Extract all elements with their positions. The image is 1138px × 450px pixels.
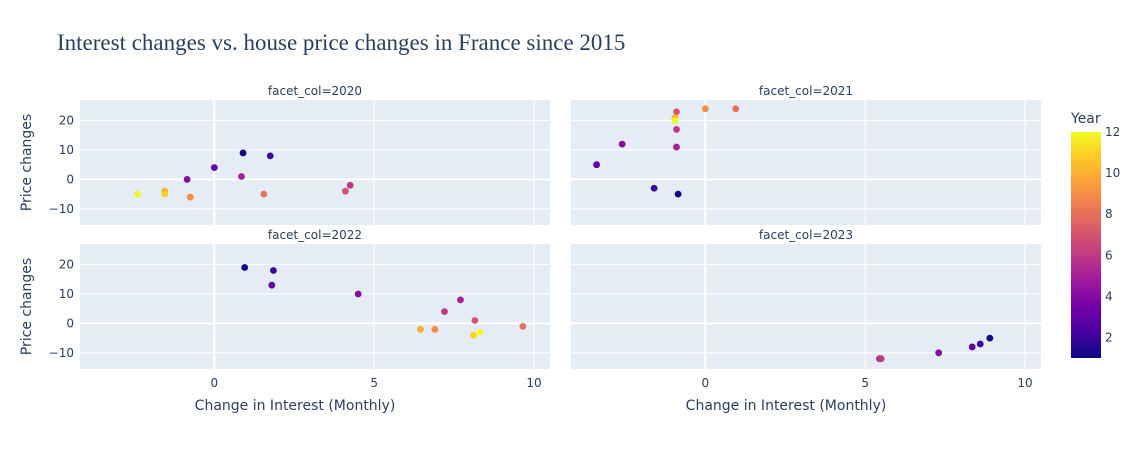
data-point[interactable] bbox=[270, 267, 277, 274]
y-tick-label: 10 bbox=[59, 143, 74, 157]
plot-background bbox=[571, 100, 1041, 225]
x-tick-label: 0 bbox=[210, 376, 218, 390]
facet-label: facet_col=2020 bbox=[268, 84, 362, 98]
data-point[interactable] bbox=[471, 317, 479, 324]
data-point[interactable] bbox=[417, 325, 424, 333]
y-axis-label: Price changes bbox=[19, 114, 35, 211]
data-point[interactable] bbox=[671, 117, 679, 124]
data-point[interactable] bbox=[134, 190, 141, 198]
data-point[interactable] bbox=[431, 325, 439, 333]
data-point[interactable] bbox=[441, 308, 448, 316]
plot-background bbox=[80, 100, 550, 225]
x-tick-label: 10 bbox=[1017, 376, 1032, 390]
colorbar-tick-label: 8 bbox=[1105, 207, 1113, 221]
x-tick-label: 5 bbox=[370, 376, 378, 390]
facet-panel-1: −10 0 10 20 facet_col=2020 Price changes bbox=[19, 84, 550, 225]
data-point[interactable] bbox=[268, 281, 276, 289]
colorbar: Year 2 4 6 8 10 12 bbox=[1070, 111, 1120, 358]
data-point[interactable] bbox=[674, 190, 682, 198]
data-point[interactable] bbox=[701, 105, 709, 113]
data-point[interactable] bbox=[469, 331, 477, 339]
data-point[interactable] bbox=[354, 290, 362, 298]
data-point[interactable] bbox=[968, 343, 976, 351]
data-point[interactable] bbox=[673, 108, 680, 116]
colorbar-gradient bbox=[1071, 132, 1101, 358]
facet-panel-3: 0 5 10 −10 0 10 20 facet_col=2022 Price changes C… bbox=[19, 228, 550, 414]
colorbar-tick-label: 2 bbox=[1105, 330, 1113, 344]
y-tick-label: −10 bbox=[49, 346, 74, 360]
chart-title: Interest changes vs. house price changes… bbox=[57, 30, 625, 55]
data-point[interactable] bbox=[238, 173, 245, 180]
data-point[interactable] bbox=[239, 149, 247, 157]
y-axis-label: Price changes bbox=[19, 258, 35, 355]
facet-label: facet_col=2021 bbox=[759, 84, 853, 98]
x-tick-label: 5 bbox=[861, 376, 869, 390]
x-axis-label: Change in Interest (Monthly) bbox=[195, 398, 396, 414]
data-point[interactable] bbox=[210, 164, 218, 172]
data-point[interactable] bbox=[241, 264, 249, 271]
data-point[interactable] bbox=[476, 328, 484, 336]
y-tick-label: 0 bbox=[66, 172, 74, 186]
facet-panel-4: 0 5 10 facet_col=2023 Change in Interest (Mo… bbox=[571, 228, 1041, 414]
x-axis-label: Change in Interest (Monthly) bbox=[686, 398, 887, 414]
colorbar-tick-label: 12 bbox=[1105, 125, 1120, 139]
data-point[interactable] bbox=[732, 105, 740, 113]
data-point[interactable] bbox=[186, 193, 194, 201]
colorbar-tick-label: 10 bbox=[1105, 166, 1120, 180]
facet-label: facet_col=2023 bbox=[759, 228, 853, 242]
data-point[interactable] bbox=[346, 181, 354, 189]
data-point[interactable] bbox=[519, 322, 527, 330]
data-point[interactable] bbox=[877, 355, 885, 363]
data-point[interactable] bbox=[341, 187, 349, 195]
data-point[interactable] bbox=[976, 340, 984, 348]
data-point[interactable] bbox=[161, 190, 169, 198]
y-tick-label: 10 bbox=[59, 287, 74, 301]
y-tick-label: 20 bbox=[59, 114, 74, 128]
data-point[interactable] bbox=[260, 190, 268, 198]
data-point[interactable] bbox=[986, 334, 994, 342]
data-point[interactable] bbox=[673, 143, 680, 151]
data-point[interactable] bbox=[935, 349, 943, 357]
facet-label: facet_col=2022 bbox=[268, 228, 362, 242]
data-point[interactable] bbox=[266, 152, 274, 160]
y-tick-label: −10 bbox=[49, 202, 74, 216]
colorbar-tick-label: 4 bbox=[1105, 289, 1113, 303]
plot-background bbox=[571, 244, 1041, 369]
data-point[interactable] bbox=[593, 161, 600, 169]
data-point[interactable] bbox=[618, 140, 626, 148]
facet-panel-2: facet_col=2021 bbox=[571, 84, 1041, 225]
data-point[interactable] bbox=[650, 184, 658, 192]
data-point[interactable] bbox=[183, 176, 191, 183]
colorbar-title: Year bbox=[1070, 111, 1101, 127]
data-point[interactable] bbox=[457, 296, 464, 304]
x-tick-label: 0 bbox=[701, 376, 709, 390]
plot-background bbox=[80, 244, 550, 369]
y-tick-label: 20 bbox=[59, 258, 74, 272]
colorbar-tick-label: 6 bbox=[1105, 248, 1113, 262]
data-point[interactable] bbox=[673, 126, 680, 133]
x-tick-label: 10 bbox=[526, 376, 541, 390]
y-tick-label: 0 bbox=[66, 316, 74, 330]
